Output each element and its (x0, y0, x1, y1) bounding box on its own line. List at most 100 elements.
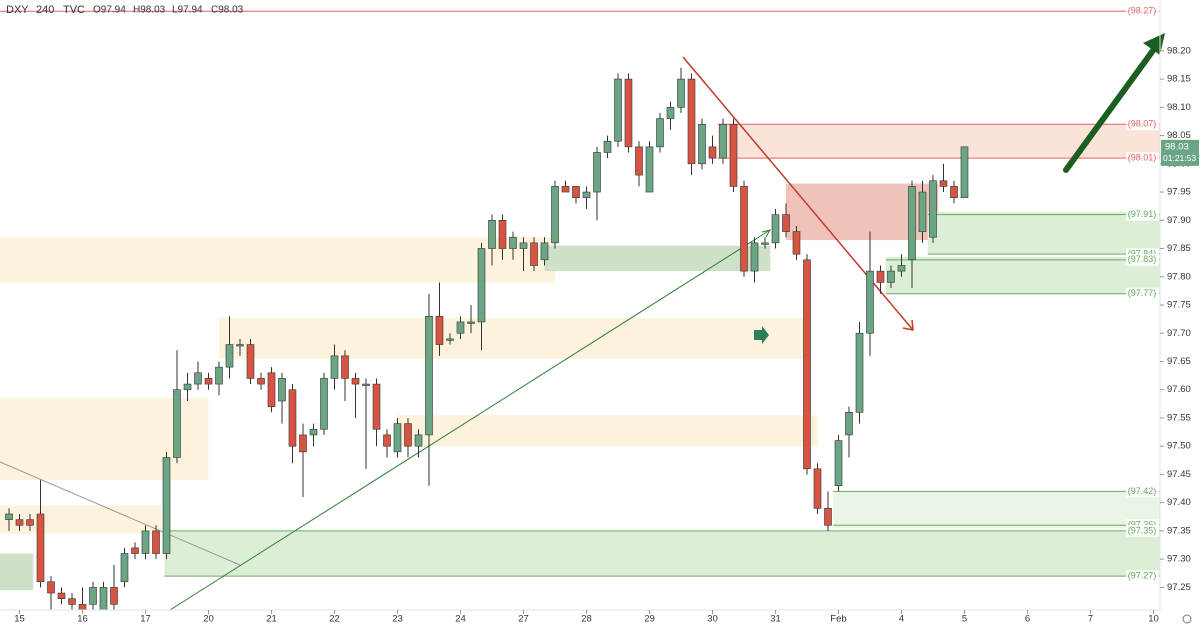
x-tick-label: 15 (14, 614, 25, 625)
x-tick-label: 20 (203, 614, 214, 625)
candle-body (593, 152, 601, 193)
candle-body (698, 123, 706, 165)
candle-body (950, 186, 958, 198)
candle-body (635, 146, 643, 176)
y-tick-label: 97.85 (1167, 243, 1191, 254)
arrow-head (902, 319, 914, 331)
candle-body (341, 355, 349, 379)
candle-body (183, 383, 192, 391)
y-tick-label: 97.45 (1167, 469, 1191, 480)
candle-body (320, 378, 328, 430)
level-label: (98.07) (1128, 119, 1157, 129)
level-label-bg (1126, 570, 1159, 583)
candle-body (299, 434, 307, 453)
candle-body (278, 378, 286, 402)
candle-body (708, 146, 717, 159)
x-tick-label: 16 (77, 614, 88, 625)
ohlc-high: H98.03 (133, 5, 166, 16)
candle-body (257, 378, 265, 385)
settings-icon[interactable] (1182, 614, 1192, 624)
y-tick-label: 97.25 (1167, 582, 1191, 593)
candle-body (792, 231, 801, 255)
candle-body (404, 423, 412, 447)
level-label: (97.27) (1128, 570, 1157, 580)
candle-body (897, 265, 906, 272)
candle-body (204, 378, 213, 385)
candle-body (141, 530, 150, 554)
candle-body (89, 587, 97, 605)
candle-body (834, 440, 843, 487)
ohlc-low: L97.94 (172, 5, 203, 16)
axes: (98.27) (98.07) (98.01) (97.91) (97.84)(97.8… (14, 5, 1199, 625)
candle-body (761, 242, 769, 245)
candle-body (383, 434, 391, 447)
candle-body (57, 592, 66, 600)
candle-body (918, 191, 927, 232)
candle-body (876, 270, 885, 283)
candle-body (824, 508, 832, 526)
candle-body (414, 434, 423, 447)
candle-body (162, 457, 171, 554)
candle-body (194, 372, 202, 385)
level-label-bg (1126, 208, 1159, 221)
trend-line (169, 229, 771, 611)
candle-body (813, 468, 822, 509)
x-tick-label: 22 (329, 614, 340, 625)
zone (164, 530, 1161, 577)
zone (885, 256, 1160, 294)
level-label: (97.91) (1128, 209, 1157, 219)
candle-body (498, 219, 507, 249)
y-tick-label: 97.60 (1167, 384, 1191, 395)
x-tick-label: 17 (140, 614, 151, 625)
level-label: (98.01) (1128, 153, 1157, 163)
candle-body (572, 186, 580, 198)
candle-body (446, 338, 454, 341)
candle-body (561, 186, 570, 193)
countdown: 01:21:53 (1163, 153, 1196, 163)
zone (0, 553, 34, 591)
candle-body (110, 587, 118, 605)
x-tick-label: 10 (1148, 614, 1159, 625)
candle-body (435, 315, 444, 345)
trend-line (682, 56, 914, 331)
zone (927, 211, 1160, 255)
candle-body (960, 146, 969, 198)
candle-body (624, 78, 633, 148)
big-arrow (1063, 42, 1160, 173)
candle-body (540, 242, 549, 261)
candle-body (467, 321, 475, 324)
candle-body (5, 513, 13, 520)
candle-body (425, 315, 433, 436)
x-tick-label: 4 (899, 614, 904, 625)
y-tick-label: 97.40 (1167, 497, 1191, 508)
y-tick-label: 97.80 (1167, 271, 1191, 282)
y-tick-label: 98.15 (1167, 74, 1191, 85)
x-tick-label: 6 (1025, 614, 1030, 625)
candle-body (582, 191, 591, 198)
candle-body (236, 344, 244, 347)
x-tick-label: 21 (266, 614, 277, 625)
y-tick-label: 98.05 (1167, 130, 1191, 141)
candle-body (15, 519, 24, 526)
level-label-bg (1126, 118, 1159, 131)
candle-body (246, 344, 255, 379)
level-label: (97.84) (1128, 249, 1157, 259)
y-tick-label: 97.70 (1167, 328, 1191, 339)
candle-body (645, 146, 654, 193)
candle-body (866, 270, 874, 334)
candle-body (908, 186, 916, 261)
x-tick-label: 31 (770, 614, 781, 625)
candle-body (845, 412, 853, 436)
x-tick-label: 30 (707, 614, 718, 625)
candle-body (729, 123, 738, 187)
candle-body (362, 383, 370, 386)
level-label: (98.27) (1128, 6, 1157, 16)
x-tick-label: Feb (830, 614, 846, 625)
candle-body (509, 236, 517, 249)
zone (544, 245, 771, 272)
y-tick-label: 97.30 (1167, 554, 1191, 565)
candle-body (740, 186, 748, 272)
x-tick-label: 5 (962, 614, 967, 625)
candle-body (288, 389, 297, 447)
